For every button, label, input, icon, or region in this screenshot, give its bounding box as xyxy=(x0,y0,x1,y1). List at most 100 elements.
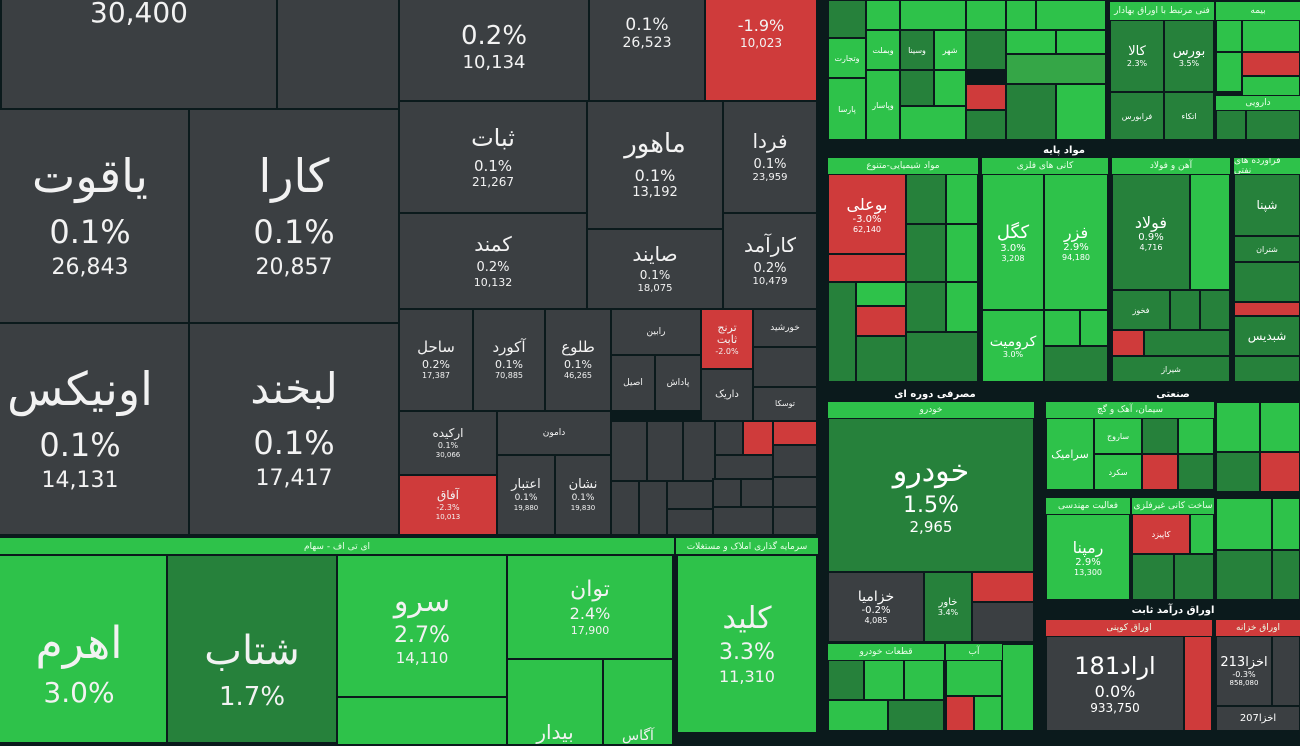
mini-tile[interactable] xyxy=(900,106,966,140)
tile-toranj[interactable]: ترنج ثابت -2.0% xyxy=(700,308,754,370)
mini-tile[interactable] xyxy=(1144,330,1230,356)
mini-tile[interactable] xyxy=(966,30,1006,70)
mini-tile[interactable] xyxy=(866,0,900,30)
mini-tile[interactable] xyxy=(974,696,1002,731)
mini-tile[interactable] xyxy=(856,282,906,306)
mini-tile[interactable] xyxy=(1272,636,1300,706)
tile-sahel[interactable]: ساحل 0.2% 17,387 xyxy=(398,308,474,412)
mini-tile[interactable] xyxy=(1234,356,1300,382)
mini-tile[interactable] xyxy=(906,332,978,382)
mini-tile[interactable] xyxy=(1006,54,1106,84)
mini-tile[interactable] xyxy=(1002,644,1034,731)
mini-tile[interactable] xyxy=(1242,52,1300,76)
mini-tile[interactable] xyxy=(1242,20,1300,52)
mini-tile[interactable] xyxy=(946,174,978,224)
tile-boali[interactable]: بوعلی -3.0% 62,140 xyxy=(828,174,906,254)
mini-tile[interactable] xyxy=(1190,514,1214,554)
mini-tile[interactable]: شیراز xyxy=(1112,356,1230,382)
mini-tile[interactable] xyxy=(1112,330,1144,356)
mini-tile[interactable] xyxy=(828,660,864,700)
tile-afagh[interactable]: آفاق -2.3% 10,013 xyxy=(398,474,498,536)
tile-tiny[interactable] xyxy=(610,480,640,536)
mini-tile[interactable] xyxy=(1142,454,1178,490)
tile-top-value[interactable]: 30,400 xyxy=(0,0,278,110)
mini-tile[interactable] xyxy=(972,572,1034,602)
tile-tiny[interactable] xyxy=(740,478,774,508)
tile-kara[interactable]: کارا 0.1% 20,857 xyxy=(188,108,400,324)
tile-sefar[interactable]: ساروج xyxy=(1094,418,1142,454)
mini-tile[interactable]: شتران xyxy=(1234,236,1300,262)
mini-tile[interactable] xyxy=(856,336,906,382)
mini-tile[interactable] xyxy=(828,0,866,38)
mini-tile[interactable] xyxy=(1272,498,1300,550)
tile-sarv[interactable]: سرو 2.7% 14,110 xyxy=(336,554,508,698)
tile-khavar[interactable]: خاور 3.4% xyxy=(924,572,972,642)
mini-tile[interactable] xyxy=(828,254,906,282)
tile-ahrom-sub[interactable] xyxy=(336,696,508,746)
tile-small-a[interactable] xyxy=(752,346,818,388)
mini-tile[interactable] xyxy=(946,224,978,282)
tile-top-blank[interactable] xyxy=(276,0,400,110)
mini-tile[interactable] xyxy=(1200,290,1230,330)
tile-tiny[interactable] xyxy=(772,476,818,508)
tile-karamad[interactable]: کارآمد 0.2% 10,479 xyxy=(722,212,818,310)
mini-tile[interactable] xyxy=(1006,0,1036,30)
tile-kegol[interactable]: کگل 3.0% 3,208 xyxy=(982,174,1044,310)
tile-arkide[interactable]: ارکیده 0.1% 30,066 xyxy=(398,410,498,476)
mini-tile[interactable] xyxy=(1216,402,1260,452)
tile-akord[interactable]: آکورد 0.1% 70,885 xyxy=(472,308,546,412)
tile-khodro[interactable]: خودرو 1.5% 2,965 xyxy=(828,418,1034,572)
tile-ataf[interactable]: اتکاء xyxy=(1164,92,1214,140)
mini-tile[interactable] xyxy=(1216,110,1246,140)
mini-tile[interactable] xyxy=(888,700,944,731)
tile-tiny[interactable] xyxy=(610,420,648,482)
tile-padash[interactable]: پاداش xyxy=(654,354,702,412)
tile-bidar[interactable]: بیدار xyxy=(506,658,604,746)
tile-kala[interactable]: کالا 2.3% xyxy=(1110,20,1164,92)
tile-onix[interactable]: اونیکس 0.1% 14,131 xyxy=(0,322,190,536)
mini-tile[interactable] xyxy=(972,602,1034,642)
mini-tile[interactable]: شهر xyxy=(934,30,966,70)
tile-tavan[interactable]: توان 2.4% 17,900 xyxy=(506,554,674,660)
tile-akhza213[interactable]: اخزا213 -0.3% 858,080 xyxy=(1216,636,1272,706)
tile-arad181[interactable]: اراد181 0.0% 933,750 xyxy=(1046,636,1184,731)
mini-tile[interactable] xyxy=(966,84,1006,110)
tile-ramina[interactable]: رمپنا 2.9% 13,300 xyxy=(1046,514,1130,600)
mini-tile[interactable] xyxy=(1216,20,1242,52)
tile-rabin[interactable]: رابین xyxy=(610,308,702,356)
tile-asil[interactable]: اصیل xyxy=(610,354,656,412)
mini-tile[interactable] xyxy=(906,224,946,282)
mini-tile[interactable] xyxy=(946,696,974,731)
mini-tile[interactable] xyxy=(1006,30,1056,54)
mini-tile[interactable] xyxy=(946,660,1002,696)
tile-tiny[interactable] xyxy=(666,508,714,536)
tile-tiny[interactable] xyxy=(772,506,818,536)
mini-tile[interactable]: وتجارت xyxy=(828,38,866,78)
mini-tile[interactable] xyxy=(1178,454,1214,490)
tile-top-1[interactable]: 0.2% 10,134 xyxy=(398,0,590,102)
tile-tiny[interactable] xyxy=(712,506,774,536)
tile-sarmaya[interactable]: سرامیک xyxy=(1046,418,1094,490)
mini-tile[interactable] xyxy=(1036,0,1106,30)
tile-tolou[interactable]: طلوع 0.1% 46,265 xyxy=(544,308,612,412)
mini-tile[interactable] xyxy=(828,700,888,731)
mini-tile[interactable] xyxy=(1272,550,1300,600)
mini-tile[interactable] xyxy=(1242,76,1300,96)
mini-tile[interactable] xyxy=(1142,418,1178,454)
mini-tile[interactable] xyxy=(1246,110,1300,140)
tile-faraboors[interactable]: فرابورس xyxy=(1110,92,1164,140)
mini-tile[interactable] xyxy=(1184,636,1212,731)
mini-tile[interactable] xyxy=(1178,418,1214,454)
tile-farda[interactable]: فردا 0.1% 23,959 xyxy=(722,100,818,214)
tile-tiny[interactable] xyxy=(714,454,774,480)
tile-khorshid[interactable]: خورشید xyxy=(752,308,818,348)
mini-tile[interactable]: وپاسار xyxy=(866,70,900,140)
tile-tiny[interactable] xyxy=(714,420,744,456)
tile-sabat[interactable]: ثبات 0.1% 21,267 xyxy=(398,100,588,214)
tile-sayand[interactable]: صایند 0.1% 18,075 xyxy=(586,228,724,310)
mini-tile[interactable] xyxy=(1216,498,1272,550)
mini-tile[interactable] xyxy=(904,660,944,700)
mini-tile[interactable] xyxy=(1260,402,1300,452)
tile-sekord[interactable]: سکرد xyxy=(1094,454,1142,490)
mini-tile[interactable] xyxy=(1056,30,1106,54)
